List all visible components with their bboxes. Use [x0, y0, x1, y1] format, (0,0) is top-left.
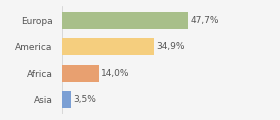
- Text: 47,7%: 47,7%: [190, 16, 219, 25]
- Bar: [62, 12, 188, 29]
- Bar: [62, 65, 99, 82]
- Bar: [62, 38, 154, 55]
- Text: 3,5%: 3,5%: [73, 95, 96, 104]
- Bar: [62, 91, 71, 108]
- Text: 34,9%: 34,9%: [156, 42, 185, 51]
- Text: 14,0%: 14,0%: [101, 69, 130, 78]
